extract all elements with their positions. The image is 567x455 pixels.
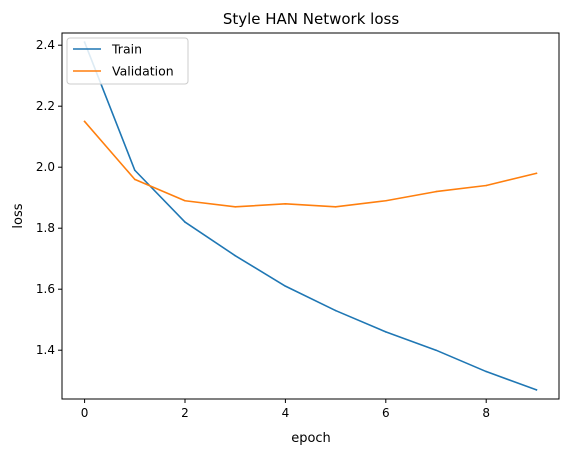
series-layer — [83, 41, 538, 391]
data-point-validation-5 — [334, 206, 337, 208]
data-point-validation-1 — [133, 178, 136, 181]
legend-label: Validation — [112, 64, 174, 79]
x-tick-label: 2 — [181, 406, 189, 420]
x-tick-label: 0 — [81, 406, 89, 420]
y-tick-label: 2.2 — [36, 99, 55, 113]
y-tick-label: 1.4 — [36, 343, 55, 357]
legend-label: Train — [111, 42, 142, 57]
data-point-train-7 — [435, 349, 437, 352]
data-point-train-5 — [334, 309, 337, 312]
data-point-train-1 — [133, 169, 136, 172]
y-tick-label: 1.6 — [36, 282, 55, 296]
x-axis-label: epoch — [291, 431, 331, 446]
y-tick-label: 2.4 — [36, 38, 55, 52]
series-line-train — [83, 41, 538, 391]
data-point-train-3 — [234, 254, 236, 257]
y-tick-label: 1.8 — [36, 221, 55, 235]
x-tick-label: 6 — [382, 406, 390, 420]
data-point-validation-4 — [284, 203, 287, 205]
data-point-validation-6 — [385, 199, 387, 202]
data-point-validation-3 — [234, 206, 236, 208]
series-validation — [83, 120, 538, 208]
data-point-validation-2 — [184, 199, 186, 202]
y-axis-label: loss — [11, 203, 26, 228]
series-line-validation — [83, 120, 538, 208]
y-axis-ticks: 1.4 1.6 1.8 2.0 2.2 2.4 — [36, 38, 62, 357]
data-point-validation-8 — [485, 184, 488, 187]
chart-title: Style HAN Network loss — [223, 10, 400, 28]
x-tick-label: 8 — [482, 406, 490, 420]
x-axis-ticks: 0 2 4 6 8 — [81, 399, 490, 420]
data-point-train-6 — [385, 331, 387, 333]
data-point-train-4 — [284, 285, 287, 287]
data-point-validation-7 — [435, 190, 437, 193]
data-point-train-9 — [535, 389, 538, 391]
data-point-validation-0 — [83, 120, 86, 123]
legend-entry-validation: Validation — [73, 64, 174, 79]
data-point-train-2 — [184, 221, 186, 223]
legend: Train Validation — [66, 37, 189, 85]
y-tick-label: 2.0 — [36, 160, 55, 174]
plot-frame — [61, 32, 560, 400]
data-point-train-8 — [485, 370, 488, 373]
legend-entry-train: Train — [73, 42, 142, 57]
data-point-validation-9 — [535, 172, 538, 175]
x-tick-label: 4 — [282, 406, 290, 420]
